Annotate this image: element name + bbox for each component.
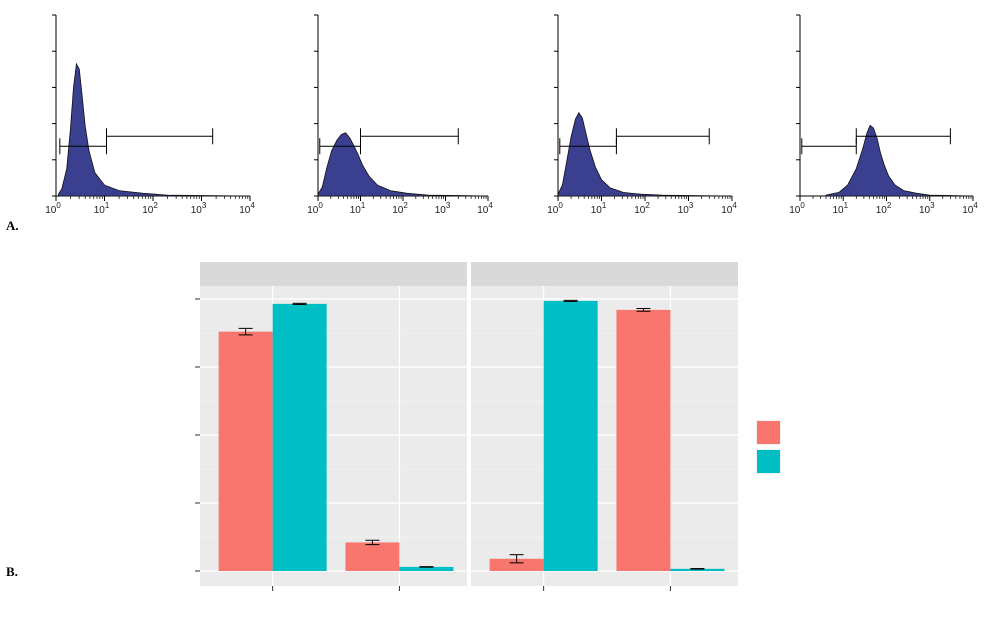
x-tick-base: 10 bbox=[142, 205, 154, 216]
x-tick-exponent: 0 bbox=[318, 201, 323, 210]
x-tick-base: 10 bbox=[832, 205, 844, 216]
x-tick-base: 10 bbox=[94, 205, 106, 216]
bar-control bbox=[670, 568, 725, 571]
x-tick-label: 104 bbox=[721, 201, 737, 216]
facet-strip bbox=[200, 262, 467, 286]
x-tick-base: 10 bbox=[678, 205, 690, 216]
x-tick-base: 10 bbox=[547, 205, 559, 216]
plot-background bbox=[471, 286, 738, 586]
x-tick-label: 101 bbox=[832, 201, 848, 216]
x-tick-base: 10 bbox=[591, 205, 603, 216]
histogram-area bbox=[557, 111, 733, 197]
x-tick-base: 10 bbox=[919, 205, 931, 216]
bar-control bbox=[272, 303, 327, 571]
facet-panel-1 bbox=[200, 262, 467, 591]
bar-areca-nut bbox=[489, 558, 544, 571]
bar-chart bbox=[195, 262, 781, 591]
x-tick-label: 102 bbox=[142, 201, 158, 216]
x-tick-exponent: 2 bbox=[153, 201, 158, 210]
x-tick-exponent: 2 bbox=[887, 201, 892, 210]
panel-b-label: B. bbox=[6, 564, 18, 579]
x-tick-exponent: 2 bbox=[645, 201, 650, 210]
x-tick-base: 10 bbox=[191, 205, 203, 216]
x-tick-base: 10 bbox=[477, 205, 489, 216]
facet-strip bbox=[471, 262, 738, 286]
x-tick-label: 104 bbox=[477, 201, 493, 216]
x-tick-label: 101 bbox=[591, 201, 607, 216]
x-tick-exponent: 3 bbox=[446, 201, 451, 210]
x-tick-base: 10 bbox=[962, 205, 974, 216]
bar-areca-nut bbox=[345, 542, 400, 571]
bar-areca-nut bbox=[616, 309, 671, 571]
x-tick-label: 104 bbox=[962, 201, 978, 216]
x-tick-label: 101 bbox=[94, 201, 110, 216]
x-tick-exponent: 4 bbox=[250, 201, 255, 210]
x-tick-base: 10 bbox=[435, 205, 447, 216]
x-tick-base: 10 bbox=[350, 205, 362, 216]
histogram-area bbox=[57, 62, 251, 197]
histogram-area bbox=[317, 132, 489, 197]
x-tick-exponent: 2 bbox=[403, 201, 408, 210]
x-tick-label: 100 bbox=[45, 201, 61, 216]
legend-key-areca-nut bbox=[757, 421, 780, 444]
x-tick-label: 100 bbox=[307, 201, 323, 216]
x-tick-label: 102 bbox=[634, 201, 650, 216]
x-tick-exponent: 1 bbox=[844, 201, 849, 210]
legend-key-control bbox=[757, 450, 780, 473]
x-tick-base: 10 bbox=[634, 205, 646, 216]
x-tick-base: 10 bbox=[45, 205, 57, 216]
x-tick-exponent: 3 bbox=[930, 201, 935, 210]
flow-histograms: 100 101 102 103 104 100 101 102 103 104 100 101 102 1… bbox=[45, 14, 978, 216]
histogram-panel-1: 100 101 102 103 104 bbox=[45, 14, 255, 216]
bar-control bbox=[399, 566, 454, 571]
x-tick-label: 103 bbox=[191, 201, 207, 216]
x-tick-exponent: 0 bbox=[56, 201, 61, 210]
histogram-panel-4: 100 101 102 103 104 bbox=[789, 14, 978, 216]
bar-areca-nut bbox=[218, 331, 273, 571]
x-tick-exponent: 0 bbox=[558, 201, 563, 210]
x-tick-label: 103 bbox=[678, 201, 694, 216]
x-tick-exponent: 1 bbox=[105, 201, 110, 210]
x-tick-label: 102 bbox=[392, 201, 408, 216]
x-tick-base: 10 bbox=[239, 205, 251, 216]
x-tick-exponent: 4 bbox=[732, 201, 737, 210]
x-tick-base: 10 bbox=[876, 205, 888, 216]
x-tick-label: 101 bbox=[350, 201, 366, 216]
x-tick-label: 102 bbox=[876, 201, 892, 216]
x-tick-exponent: 0 bbox=[800, 201, 805, 210]
panel-a-label: A. bbox=[6, 218, 19, 233]
x-tick-label: 100 bbox=[547, 201, 563, 216]
x-tick-label: 103 bbox=[435, 201, 451, 216]
histogram-area bbox=[825, 124, 974, 197]
legend bbox=[756, 420, 781, 474]
x-tick-label: 104 bbox=[239, 201, 255, 216]
x-tick-exponent: 3 bbox=[202, 201, 207, 210]
x-tick-label: 100 bbox=[789, 201, 805, 216]
x-tick-base: 10 bbox=[392, 205, 404, 216]
histogram-panel-3: 100 101 102 103 104 bbox=[547, 14, 737, 216]
x-tick-exponent: 4 bbox=[488, 201, 493, 210]
x-tick-base: 10 bbox=[307, 205, 319, 216]
x-tick-exponent: 3 bbox=[689, 201, 694, 210]
x-tick-exponent: 1 bbox=[361, 201, 366, 210]
histogram-panel-2: 100 101 102 103 104 bbox=[307, 14, 493, 216]
x-tick-base: 10 bbox=[721, 205, 733, 216]
x-tick-base: 10 bbox=[789, 205, 801, 216]
bar-control bbox=[543, 300, 598, 571]
facet-panel-2 bbox=[471, 262, 738, 591]
x-tick-label: 103 bbox=[919, 201, 935, 216]
x-tick-exponent: 1 bbox=[602, 201, 607, 210]
x-tick-exponent: 4 bbox=[973, 201, 978, 210]
